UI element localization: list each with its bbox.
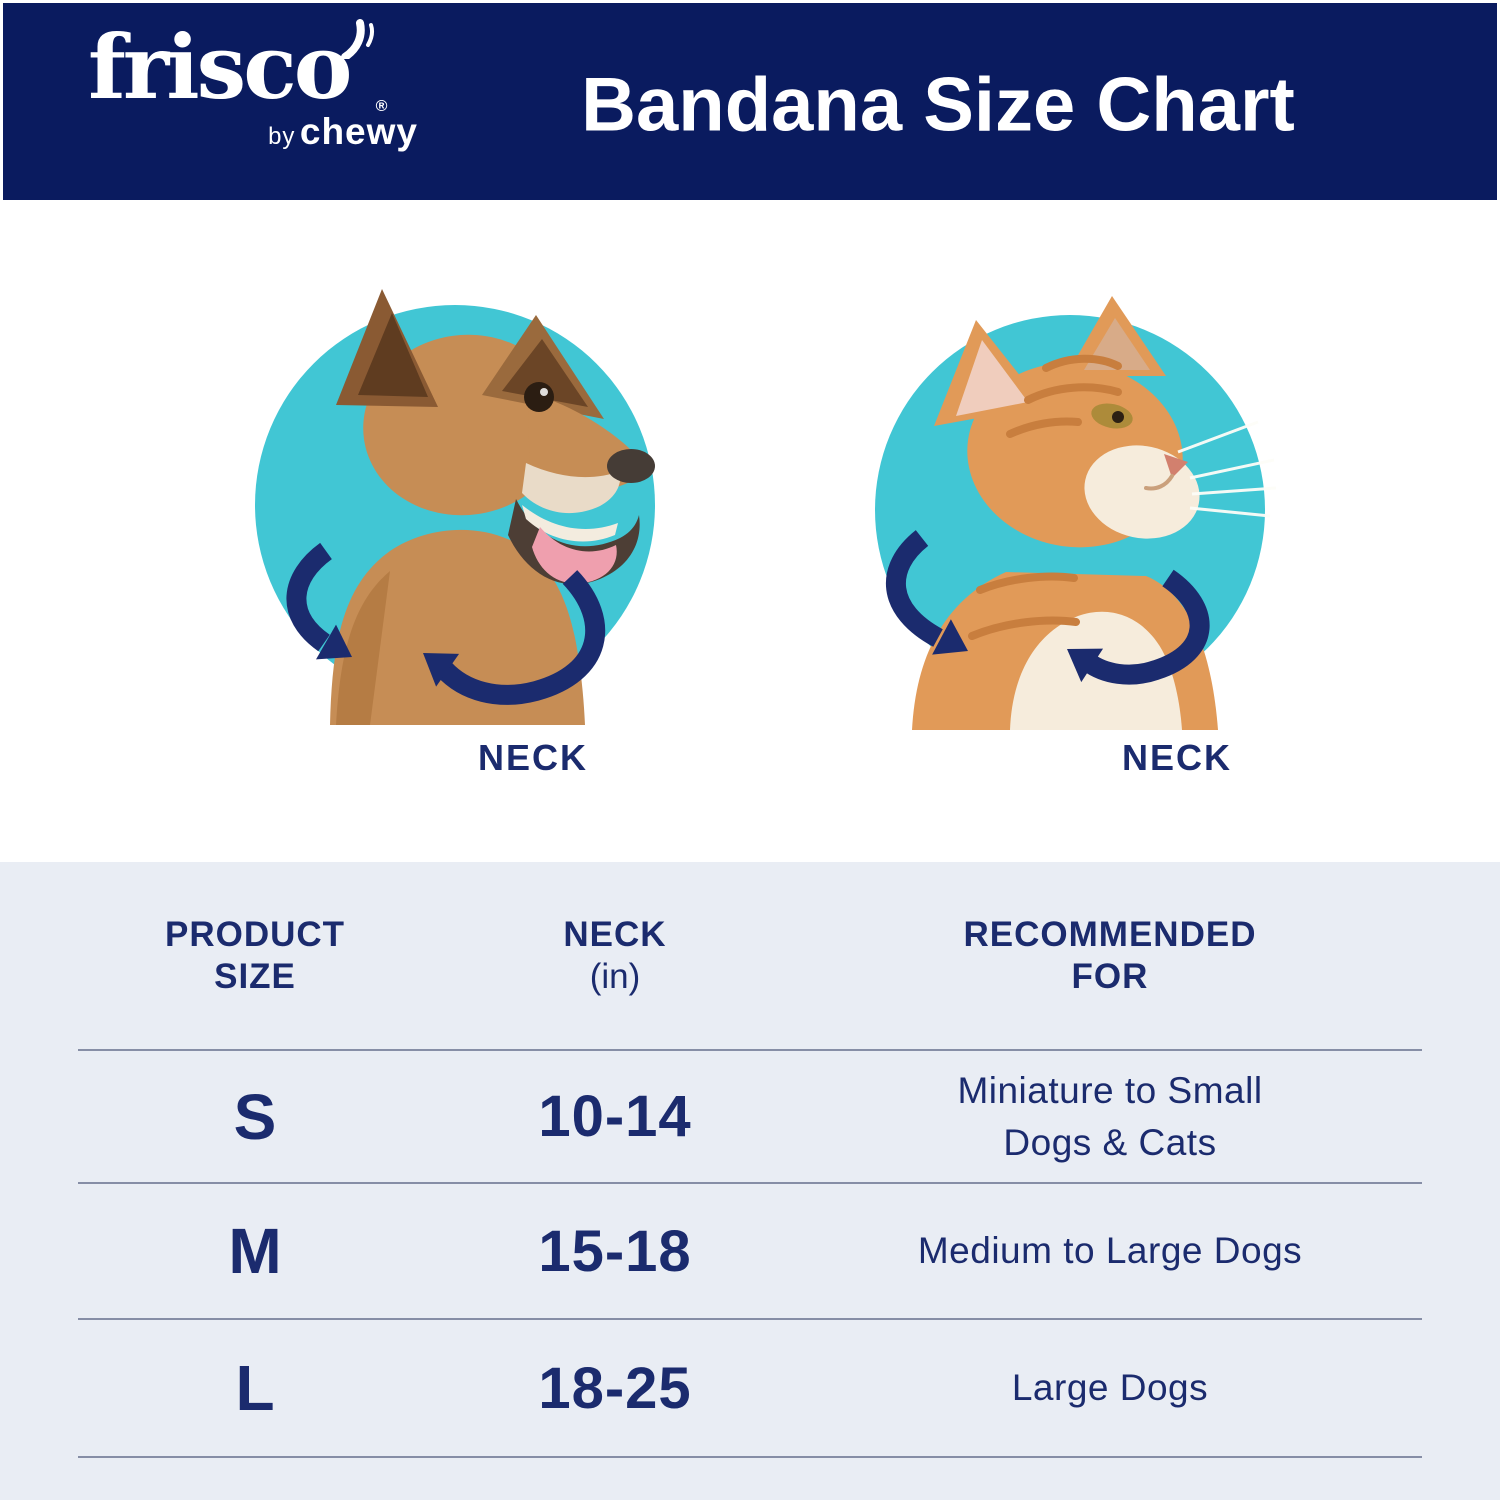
row-divider — [78, 1182, 1422, 1184]
dog-neck-label: NECK — [477, 737, 588, 778]
product-size-value: S — [233, 1080, 277, 1153]
row-divider — [78, 1049, 1422, 1051]
row-divider — [78, 1318, 1422, 1320]
table-row-size-l: L 18-25 Large Dogs — [0, 1320, 1500, 1456]
recommended-for-value: Miniature to Small Dogs & Cats — [957, 1069, 1263, 1163]
cat-photo — [875, 296, 1277, 730]
frisco-wordmark-text: frisco — [88, 15, 352, 119]
neck-measure-arrow — [885, 530, 1210, 685]
size-table-header-row: PRODUCT SIZE NECK (in) RECOMMENDED FOR — [0, 862, 1500, 1049]
cat-neck-figure — [860, 260, 1280, 730]
neck-range-value: 18-25 — [538, 1355, 692, 1421]
header-line: RECOMMENDED — [963, 914, 1257, 954]
column-header-product-size: PRODUCT SIZE — [165, 914, 345, 998]
header-line: FOR — [1071, 956, 1149, 996]
dog-neck-figure — [240, 255, 680, 725]
size-table-section: PRODUCT SIZE NECK (in) RECOMMENDED FOR S… — [0, 862, 1500, 1500]
neck-range-value: 15-18 — [538, 1218, 692, 1284]
recommended-for-value: Medium to Large Dogs — [917, 1230, 1303, 1272]
byline-by: by — [268, 123, 296, 150]
frisco-logo: frisco ® by chewy — [88, 19, 418, 153]
cat-neck-label: NECK — [1121, 737, 1232, 778]
header-line: NECK — [563, 914, 667, 954]
neck-range-value: 10-14 — [538, 1084, 692, 1149]
header-line: (in) — [589, 956, 641, 996]
dog-photo — [255, 289, 655, 725]
page-title: Bandana Size Chart — [581, 62, 1295, 148]
byline: by chewy — [118, 111, 418, 153]
recommended-for-value: Large Dogs — [1011, 1367, 1209, 1409]
header-band: frisco ® by chewy Bandana Size Chart — [3, 3, 1497, 200]
registered-mark: ® — [375, 98, 388, 115]
header-line: SIZE — [214, 956, 296, 996]
chewy-wordmark: chewy — [299, 111, 418, 152]
frisco-wordmark: frisco ® — [88, 19, 387, 115]
neck-measure-arrow — [286, 542, 606, 705]
column-header-neck-in: NECK (in) — [563, 914, 666, 998]
row-divider — [78, 1456, 1422, 1458]
table-row-size-s: S 10-14 Miniature to Small Dogs & Cats — [0, 1051, 1500, 1182]
product-size-value: M — [228, 1215, 282, 1287]
column-header-recommended-for: RECOMMENDED FOR — [964, 914, 1257, 998]
header-line: PRODUCT — [164, 914, 346, 954]
table-row-size-m: M 15-18 Medium to Large Dogs — [0, 1184, 1500, 1318]
frisco-tail-icon — [341, 19, 375, 59]
product-size-value: L — [235, 1352, 275, 1424]
